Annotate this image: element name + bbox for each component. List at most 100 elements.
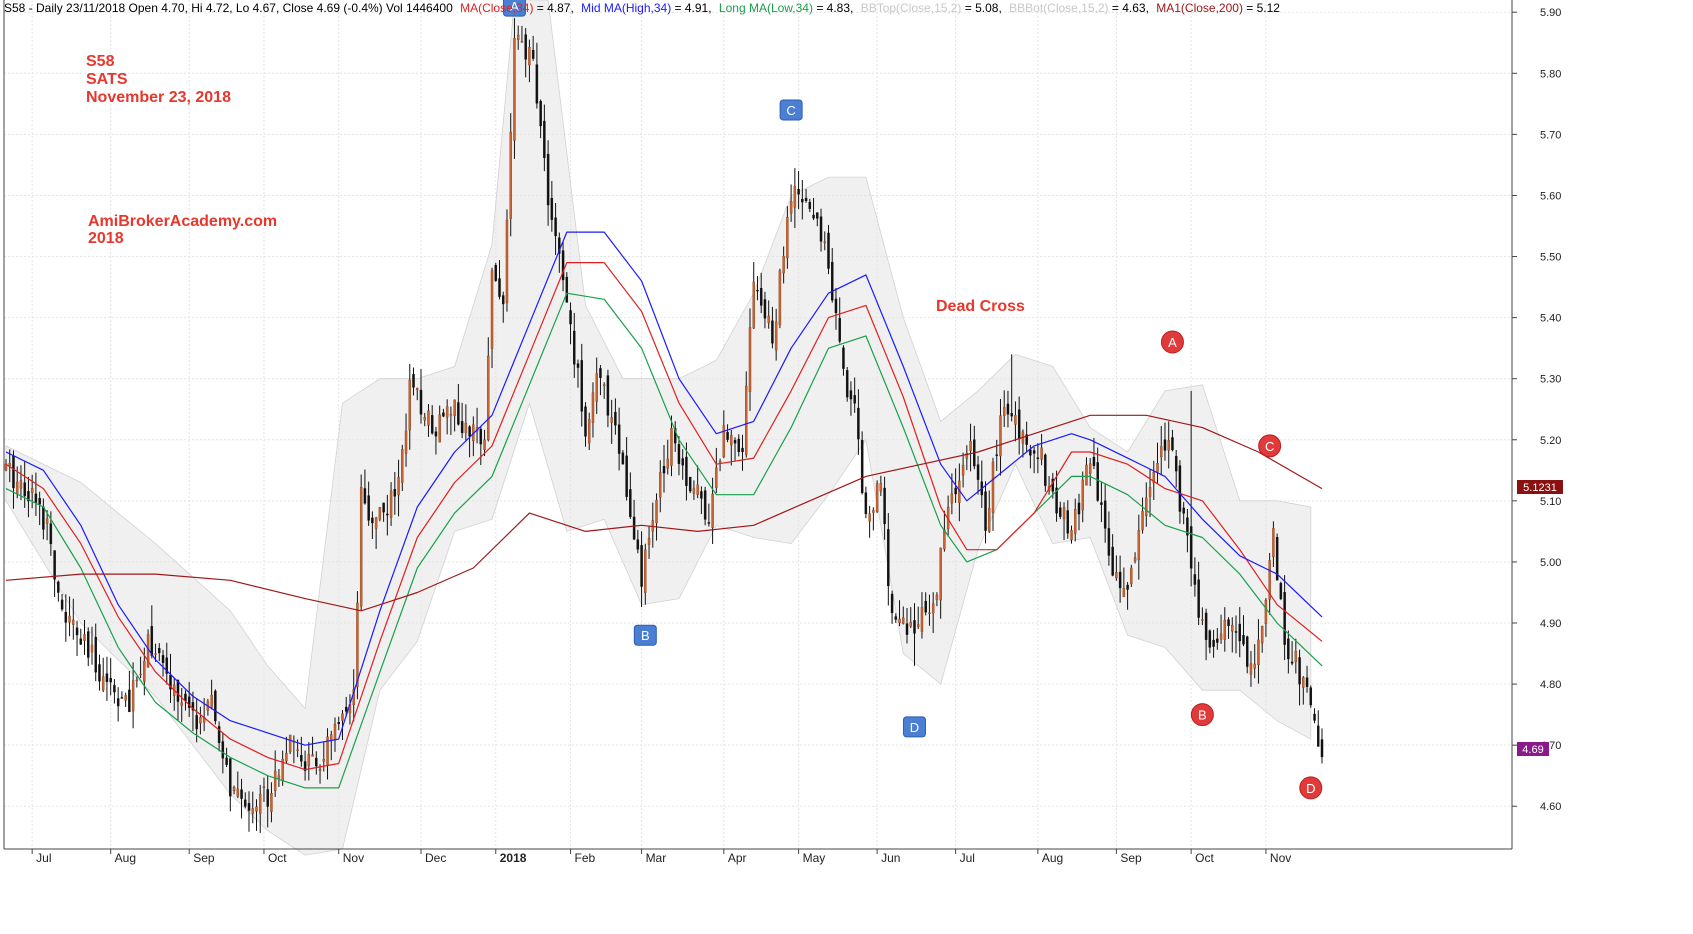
chart-header: S58 - Daily 23/11/2018 Open 4.70, Hi 4.7… [4, 1, 1280, 15]
candle-body [1189, 526, 1193, 569]
candle-body [150, 626, 154, 656]
candle-body [449, 413, 453, 416]
candle-body [984, 491, 987, 531]
candle-body [1260, 625, 1264, 644]
candle-body [857, 407, 860, 440]
candle-body [644, 549, 647, 593]
candle-body [139, 673, 142, 676]
candle-body [819, 216, 823, 242]
candle-body [1294, 650, 1298, 663]
candle-body [1111, 546, 1114, 576]
candle-body [636, 539, 640, 550]
candle-body [303, 761, 307, 771]
candle-body [741, 447, 744, 453]
marker-box [633, 624, 657, 646]
candle-body [1156, 463, 1159, 473]
candle-body [389, 490, 393, 518]
candle-body [902, 617, 905, 624]
candle-body [359, 487, 363, 607]
candle-body [180, 702, 183, 706]
candle-body [430, 415, 434, 434]
candle-body [1309, 687, 1313, 706]
candle-body [158, 648, 161, 654]
wave-marker-blue-c: C [779, 99, 803, 121]
candle-body [961, 464, 965, 476]
candle-body [513, 38, 516, 141]
candle-body [154, 653, 157, 655]
candle-body [591, 392, 595, 423]
ma200-line [5, 414, 1323, 612]
candle-body [659, 472, 662, 498]
long-ma-line [5, 292, 1323, 789]
candle-body [1272, 528, 1275, 558]
candle-body [1118, 571, 1122, 589]
x-tick-label: Jul [36, 851, 51, 865]
candle-body [464, 422, 468, 433]
candle-body [318, 768, 322, 771]
candle-body [1320, 739, 1324, 758]
candle-body [363, 488, 367, 504]
candle-body [401, 449, 404, 483]
candle-body [1059, 507, 1062, 517]
candle-body [505, 219, 509, 304]
candle-body [561, 250, 565, 281]
candle-body [90, 644, 94, 653]
candle-body [999, 415, 1002, 457]
candle-body [1122, 588, 1126, 597]
y-tick-label: 5.60 [1540, 190, 1561, 202]
candle-body [288, 734, 292, 753]
candle-body [30, 487, 34, 493]
candle-body [924, 600, 927, 613]
candle-body [632, 516, 636, 540]
candle-body [733, 439, 737, 444]
candle-body [546, 153, 550, 206]
x-tick-label: Feb [575, 851, 596, 865]
candle-body [262, 786, 266, 788]
candle-body [1040, 447, 1043, 460]
candle-body [1283, 592, 1286, 645]
candle-body [1107, 528, 1111, 556]
legend-ma200-value: = 5.12 [1243, 1, 1280, 15]
candle-body [1216, 638, 1219, 643]
candle-body [778, 270, 782, 325]
candle-body [4, 463, 8, 471]
candle-body [217, 726, 221, 743]
legend-ma34-label: MA(Close,34) [460, 1, 533, 15]
y-tick-label: 5.10 [1540, 496, 1561, 508]
candle-body [531, 50, 535, 59]
candle-body [490, 270, 494, 349]
candle-body [94, 636, 97, 673]
candle-body [1096, 462, 1099, 501]
candle-body [737, 438, 740, 453]
candle-body [247, 803, 251, 811]
candle-body [1160, 446, 1163, 458]
candle-body [715, 467, 718, 488]
candle-body [371, 517, 374, 524]
candle-body [57, 581, 60, 593]
marker-label: B [641, 628, 650, 643]
candle-body [113, 685, 116, 693]
candle-body [397, 476, 400, 496]
candle-body [1219, 633, 1223, 640]
legend-bbtop-label: BBTop(Close,15,2) [861, 1, 962, 15]
candle-body [1130, 567, 1133, 584]
candle-body [662, 465, 666, 474]
candle-body [120, 697, 124, 699]
candle-body [1279, 582, 1283, 600]
candle-body [83, 634, 86, 641]
candle-body [34, 493, 38, 503]
candle-body [883, 487, 886, 525]
candle-body [774, 321, 778, 351]
candle-body [1006, 403, 1010, 415]
candle-body [322, 759, 326, 762]
candle-body [696, 484, 699, 495]
candle-body [460, 421, 464, 434]
candle-body [647, 537, 651, 545]
candle-body [1174, 455, 1178, 472]
candle-body [259, 793, 262, 814]
candle-body [1044, 454, 1047, 486]
candle-body [875, 483, 879, 512]
candle-body [617, 424, 621, 454]
candle-body [479, 428, 483, 445]
